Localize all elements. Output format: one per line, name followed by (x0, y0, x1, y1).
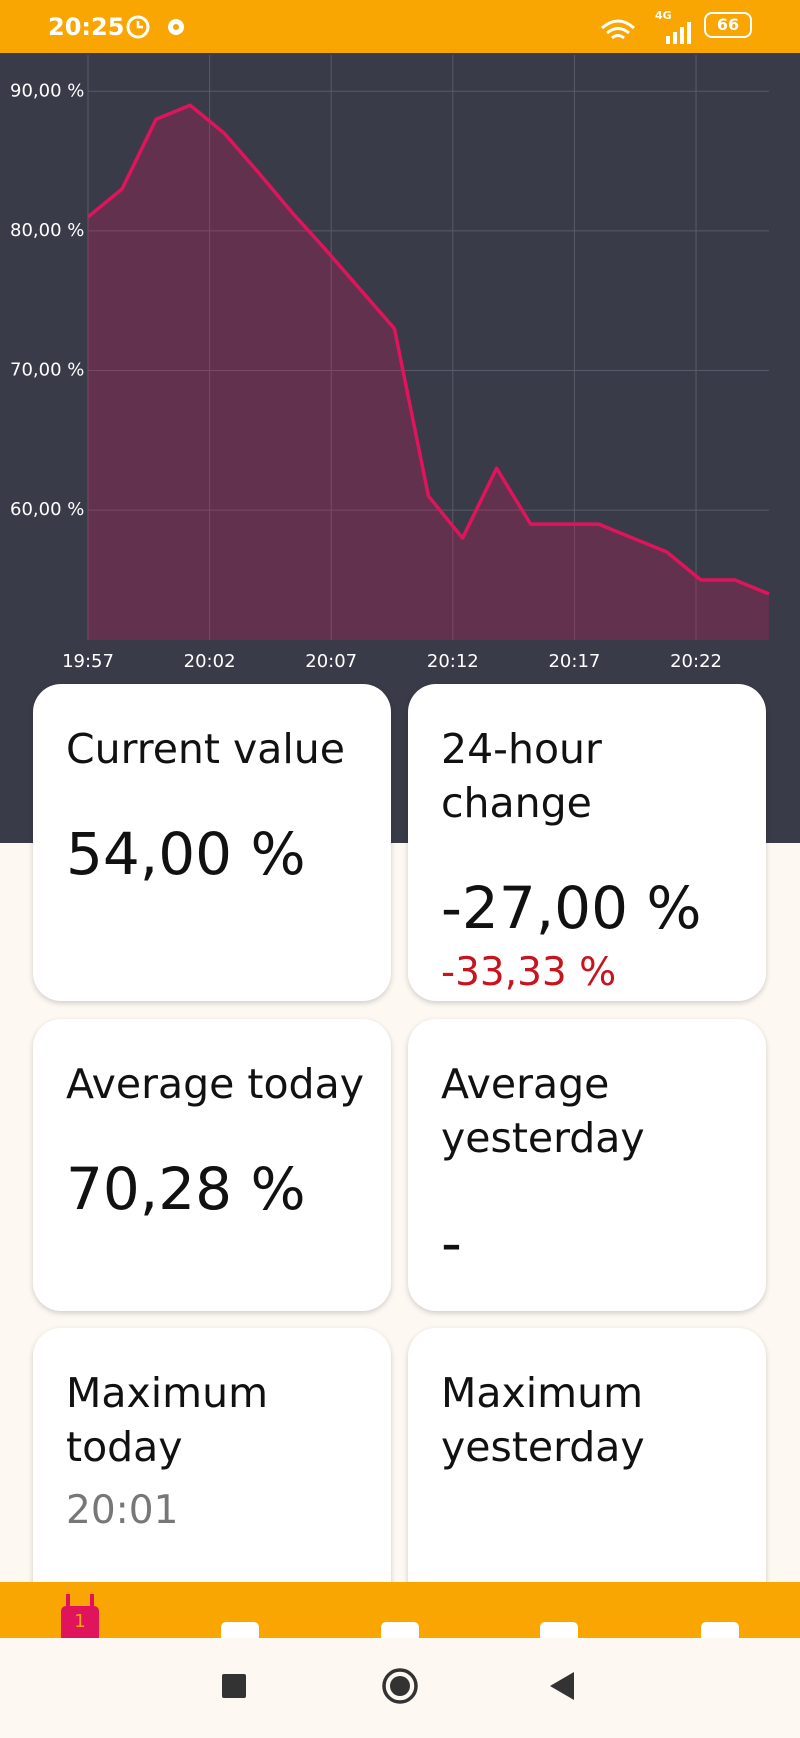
stat-card: Average today 70,28 % (33, 1019, 391, 1311)
battery: 66 (704, 12, 752, 38)
x-tick-label: 20:07 (305, 651, 357, 672)
tab-bar: 1 (0, 1582, 800, 1638)
card-title: Current value (66, 725, 346, 773)
stat-card: Maximum yesterday (408, 1328, 766, 1620)
tab-week[interactable] (221, 1622, 259, 1638)
card-title: Maximum yesterday (441, 1369, 645, 1471)
tab-all[interactable] (701, 1622, 739, 1638)
card-secondary: -33,33 % (441, 950, 617, 995)
signal-icon (666, 22, 691, 44)
stat-card: Maximum today 20:01 (33, 1328, 391, 1620)
stat-card: Current value 54,00 % (33, 684, 391, 1001)
tab-day[interactable]: 1 (61, 1594, 99, 1638)
x-tick-label: 20:17 (548, 651, 600, 672)
y-tick-label: 70,00 % (10, 360, 84, 381)
status-bar: 20:25 4G 66 (0, 0, 800, 53)
x-tick-label: 20:12 (427, 651, 479, 672)
clock: 20:25 (48, 13, 125, 41)
y-tick-label: 60,00 % (10, 499, 84, 520)
y-tick-label: 90,00 % (10, 80, 84, 101)
card-value: -27,00 % (441, 874, 702, 942)
stat-card: Average yesterday - (408, 1019, 766, 1311)
back-button[interactable] (550, 1672, 574, 1700)
x-tick-label: 19:57 (62, 651, 114, 672)
tab-day-number: 1 (74, 1611, 85, 1632)
card-title: 24-hour change (441, 725, 602, 827)
home-button[interactable] (382, 1668, 418, 1704)
tab-month[interactable] (381, 1622, 419, 1638)
card-title: Average today (66, 1060, 364, 1108)
recents-button[interactable] (222, 1674, 246, 1698)
nav-bar (0, 1638, 800, 1734)
card-secondary: 20:01 (66, 1488, 179, 1533)
chart: 60,00 % 70,00 % 80,00 % 90,00 % 19:57 20:02 20… (10, 55, 770, 672)
stat-card: 24-hour change -27,00 % -33,33 % (408, 684, 766, 1001)
network-type: 4G (655, 9, 672, 22)
area (88, 105, 769, 641)
nav-buttons (222, 1668, 574, 1704)
y-tick-label: 80,00 % (10, 220, 84, 241)
card-value: 70,28 % (66, 1155, 306, 1223)
card-value: 54,00 % (66, 820, 306, 888)
x-tick-label: 20:02 (184, 651, 236, 672)
tab-icons: 1 (61, 1594, 739, 1638)
wifi-icon (601, 19, 635, 40)
card-value: - (441, 1209, 462, 1277)
line (86, 103, 770, 596)
status-icons (126, 15, 184, 39)
x-tick-label: 20:22 (670, 651, 722, 672)
card-title: Average yesterday (441, 1060, 645, 1162)
tab-year[interactable] (540, 1622, 578, 1638)
card-title: Maximum today (66, 1369, 269, 1471)
